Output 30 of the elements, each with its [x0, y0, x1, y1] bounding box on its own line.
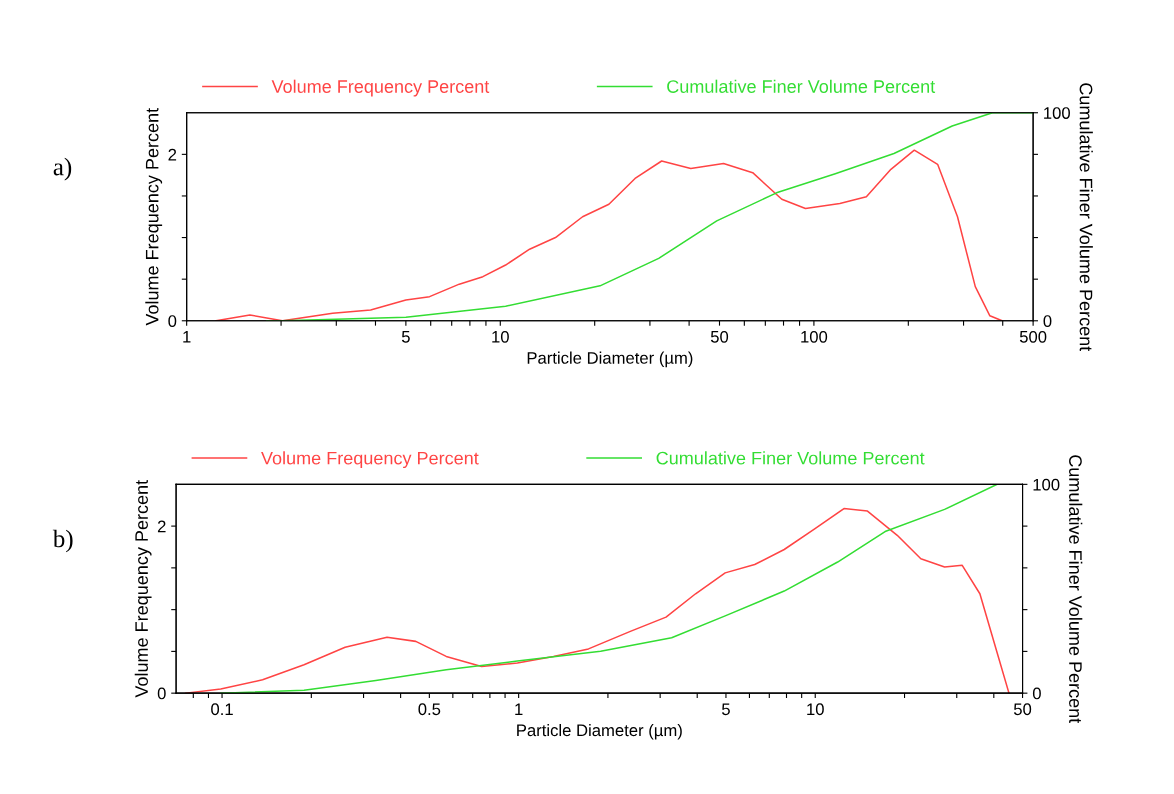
x-tick-label: 1 — [183, 331, 191, 343]
y2-tick-label: 0 — [1032, 687, 1041, 700]
y-tick-label: 2 — [168, 148, 177, 161]
x-tick-label: 0.5 — [418, 703, 441, 716]
y-axis-title: Volume Frequency Percent — [145, 107, 163, 326]
y-axis-title: Volume Frequency Percent — [134, 479, 152, 698]
y2-tick-label: 100 — [1033, 478, 1060, 491]
x-tick-label: 5 — [401, 331, 410, 343]
x-axis-title: Particle Diameter (µm) — [517, 723, 682, 740]
legend-label: Volume Frequency Percent — [261, 451, 479, 469]
text: b) — [52, 529, 73, 553]
x-tick-label: 100 — [801, 330, 828, 343]
x-tick-label: 0.1 — [211, 703, 233, 716]
y2-tick-label: 0 — [1043, 315, 1052, 327]
x-tick-label: 10 — [492, 330, 509, 343]
x-tick-label: 50 — [710, 330, 729, 343]
legend-label: Cumulative Finer Volume Percent — [667, 79, 936, 93]
legend-label: Cumulative Finer Volume Percent — [656, 451, 925, 465]
y-tick-label: 2 — [157, 520, 166, 533]
x-tick-label: 1 — [515, 703, 523, 715]
y2-tick-label: 100 — [1044, 107, 1070, 119]
x-tick-label: 10 — [807, 703, 824, 716]
text: a) — [53, 157, 72, 181]
y2-axis-title: Cumulative Finer Volume Percent — [1079, 83, 1093, 352]
x-tick-label: 50 — [1013, 703, 1032, 716]
x-axis-title: Particle Diameter (µm) — [527, 351, 693, 368]
y2-axis-title: Cumulative Finer Volume Percent — [1069, 455, 1083, 724]
legend-label: Volume Frequency Percent — [271, 79, 490, 97]
x-tick-label: 500 — [1019, 330, 1047, 343]
x-tick-label: 5 — [721, 703, 730, 716]
